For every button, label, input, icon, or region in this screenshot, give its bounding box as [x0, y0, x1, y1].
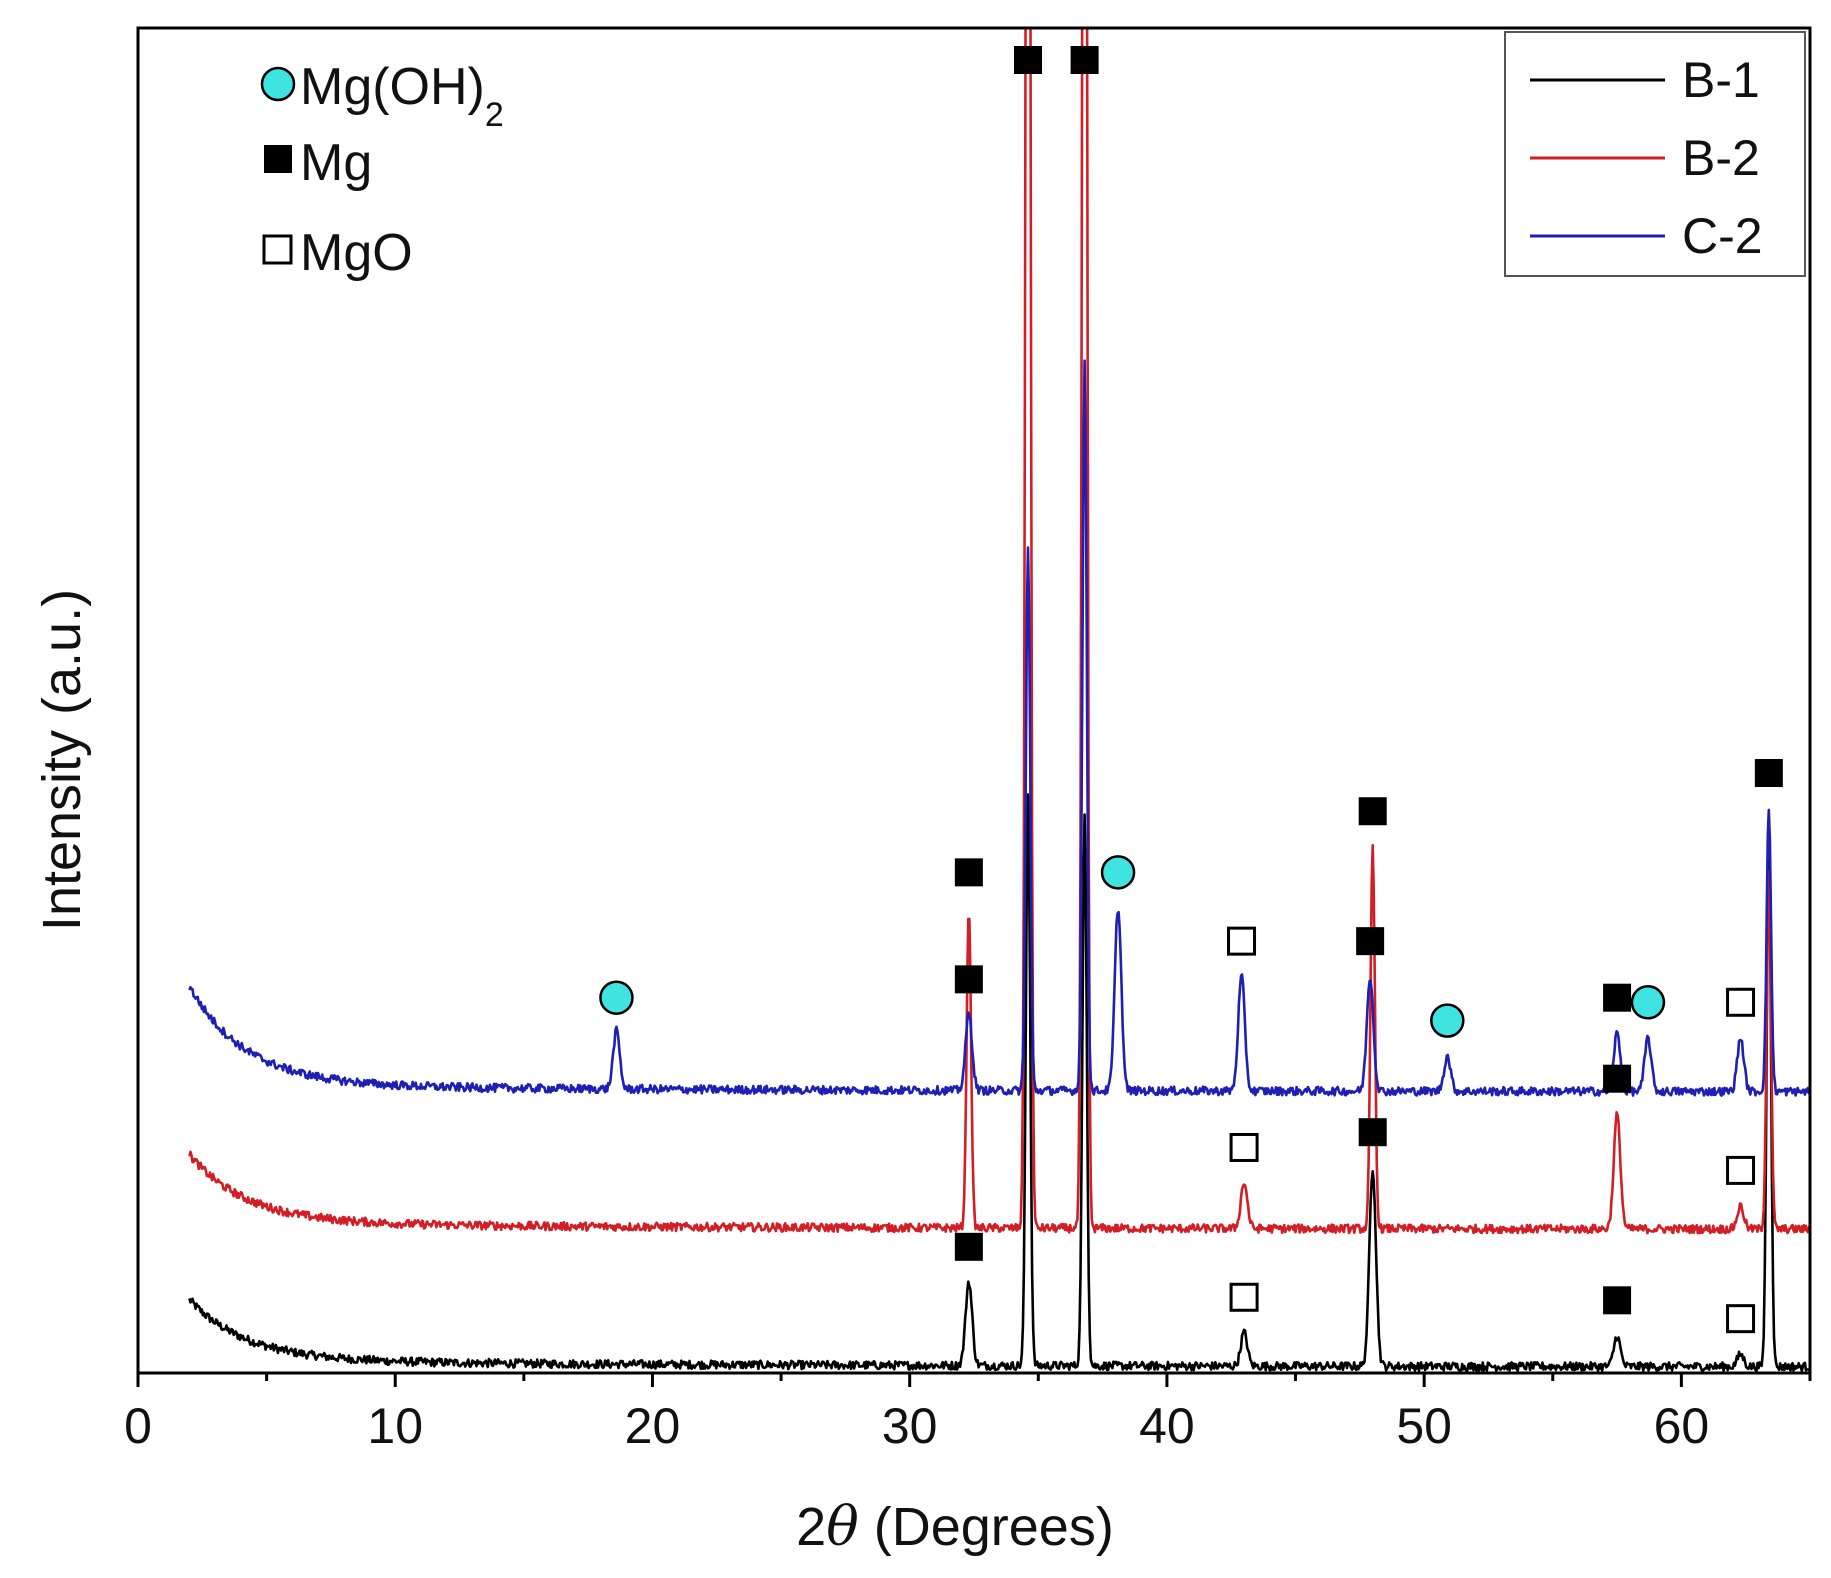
x-axis-title-symbol: θ	[826, 1495, 859, 1558]
phase-legend: Mg(OH)2 Mg MgO	[260, 58, 504, 282]
annotation-open-square-b-1-18	[1229, 1282, 1259, 1312]
phase-legend-mgoh2-label: Mg(OH)	[300, 58, 485, 116]
annotation-circle-c-2-2	[1100, 855, 1136, 890]
x-tick-label-0: 0	[124, 1398, 152, 1454]
series-line-c-2	[188, 359, 1810, 1097]
series-line-b-2	[188, 28, 1810, 1235]
annotation-filled-square-c-2-6	[1603, 983, 1632, 1012]
annotation-circle-c-2-5	[1430, 1003, 1465, 1038]
series-layer	[188, 28, 1810, 1373]
annotation-filled-square-b-2-14	[1358, 797, 1387, 826]
annotation-circle-c-2-0	[599, 980, 634, 1015]
peak-annotations	[599, 46, 1783, 1334]
phase-legend-mgo: MgO	[300, 224, 413, 282]
annotation-filled-square-b-1-19	[1358, 1118, 1387, 1147]
annotation-circle-c-2-7	[1630, 985, 1666, 1020]
phase-legend-mgoh2: Mg(OH)2	[300, 58, 504, 134]
annotation-filled-square-b-2-12	[954, 858, 983, 887]
x-axis-ticks: 0 10 20 30 40 50 60	[124, 1373, 1812, 1454]
x-tick-label-60: 60	[1654, 1398, 1710, 1454]
x-axis-title: 2θ (Degrees)	[796, 1495, 1114, 1558]
x-axis-title-prefix: 2	[796, 1497, 826, 1557]
series-legend: B-1 B-2 C-2	[1504, 31, 1806, 277]
phase-legend-mgoh2-sub: 2	[485, 96, 504, 134]
series-line-b-1	[188, 793, 1810, 1373]
annotation-filled-square-b-2-15	[1603, 1064, 1632, 1093]
annotation-filled-square-c-2-9	[1754, 759, 1783, 788]
annotation-filled-square-c-2-1	[954, 965, 983, 994]
annotation-open-square-b-2-13	[1229, 1132, 1259, 1162]
annotation-open-square-b-2-16	[1726, 1155, 1756, 1185]
x-tick-label-30: 30	[882, 1398, 938, 1454]
x-tick-label-10: 10	[367, 1398, 423, 1454]
annotation-filled-square-b-2-10	[1014, 46, 1043, 74]
annotation-open-square-c-2-3	[1227, 926, 1257, 956]
mg-oh2-legend-icon	[260, 66, 296, 102]
legend-label-c2: C-2	[1682, 208, 1763, 264]
x-tick-label-50: 50	[1396, 1398, 1452, 1454]
legend-label-b2: B-2	[1682, 130, 1760, 186]
phase-legend-mg: Mg	[300, 134, 372, 192]
legend-label-b1: B-1	[1682, 52, 1760, 108]
annotation-filled-square-b-2-11	[1070, 46, 1099, 74]
x-tick-label-40: 40	[1139, 1398, 1195, 1454]
annotation-filled-square-b-1-20	[1603, 1286, 1632, 1315]
y-axis-title: Intensity (a.u.)	[32, 589, 92, 931]
mg-legend-icon	[264, 145, 292, 173]
annotation-open-square-c-2-8	[1726, 987, 1756, 1017]
x-axis-title-suffix: (Degrees)	[859, 1497, 1114, 1557]
annotation-filled-square-c-2-4	[1356, 927, 1385, 956]
annotation-filled-square-b-1-17	[954, 1232, 983, 1261]
x-tick-label-20: 20	[625, 1398, 681, 1454]
mgo-legend-icon	[262, 234, 293, 265]
annotation-open-square-b-1-21	[1726, 1304, 1756, 1334]
plot-frame	[136, 26, 1812, 1375]
